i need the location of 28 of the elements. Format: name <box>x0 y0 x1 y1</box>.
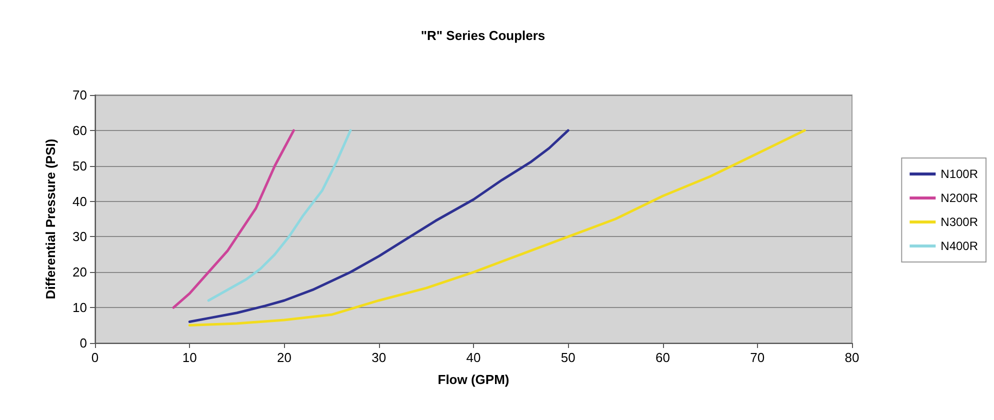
y-axis-title: Differential Pressure (PSI) <box>43 138 58 300</box>
x-tick-label: 50 <box>560 350 576 365</box>
legend-label: N400R <box>940 239 978 253</box>
y-tick-label: 50 <box>72 158 87 174</box>
x-axis-title: Flow (GPM) <box>438 372 510 387</box>
y-tick-label: 0 <box>80 336 87 350</box>
x-tick-label: 10 <box>182 350 197 365</box>
x-tick-label: 0 <box>91 350 99 365</box>
x-tick-label: 30 <box>372 350 386 365</box>
line-series <box>188 129 570 323</box>
y-tick-label: 40 <box>72 194 87 209</box>
legend-label: N100R <box>940 167 978 181</box>
x-tick-label: 70 <box>750 350 765 365</box>
line-series <box>207 129 352 302</box>
y-tick-label: 60 <box>72 122 87 138</box>
line-series <box>172 129 295 309</box>
x-tick-label: 80 <box>844 350 860 365</box>
legend-label: N300R <box>940 215 978 229</box>
x-tick-label: 20 <box>277 350 292 365</box>
y-tick-label: 10 <box>72 300 87 316</box>
x-tick-label: 40 <box>466 350 481 365</box>
chart-title: "R" Series Couplers <box>420 28 546 43</box>
x-tick-label: 60 <box>656 350 670 365</box>
line-series <box>188 129 806 327</box>
y-tick-label: 20 <box>72 264 87 280</box>
y-tick-label: 30 <box>72 229 87 244</box>
y-tick-label: 70 <box>72 88 87 102</box>
legend-label: N200R <box>940 191 978 205</box>
